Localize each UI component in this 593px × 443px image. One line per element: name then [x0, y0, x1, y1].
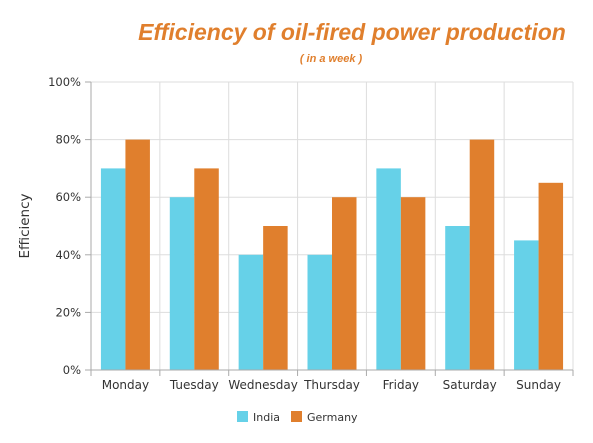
chart-title: Efficiency of oil-fired power production [138, 19, 566, 45]
y-axis-label: Efficiency [17, 193, 33, 258]
x-tick-label-monday: Monday [102, 378, 149, 392]
bar-germany-tuesday[interactable] [194, 168, 219, 370]
bar-germany-sunday[interactable] [538, 182, 564, 370]
chart-subtitle: ( in a week ) [300, 53, 363, 65]
x-tick-label-wednesday: Wednesday [228, 378, 297, 392]
bar-india-sunday[interactable] [514, 240, 539, 370]
y-tick-label: 100% [48, 75, 81, 89]
x-tick-label-friday: Friday [383, 378, 419, 392]
bar-india-tuesday[interactable] [169, 197, 195, 370]
x-tick-label-tuesday: Tuesday [169, 378, 219, 392]
y-tick-label: 80% [55, 133, 81, 147]
bar-germany-saturday[interactable] [469, 139, 495, 370]
y-tick-label: 40% [55, 248, 81, 262]
bar-germany-thursday[interactable] [332, 197, 357, 370]
bar-india-monday[interactable] [100, 168, 126, 370]
bar-india-saturday[interactable] [445, 226, 470, 370]
legend-item-germany[interactable]: Germany [291, 411, 358, 424]
legend[interactable]: India Germany [237, 411, 358, 424]
y-tick-labels: 0% 20% 40% 60% 80% 100% [48, 75, 81, 377]
bar-india-friday[interactable] [376, 168, 401, 370]
legend-label-germany: Germany [307, 411, 358, 424]
bars [100, 139, 564, 370]
bar-india-thursday[interactable] [307, 254, 333, 370]
x-tick-labels: Monday Tuesday Wednesday Thursday Friday Satu… [102, 378, 561, 392]
bar-india-wednesday[interactable] [238, 254, 264, 370]
legend-swatch-germany [291, 411, 302, 422]
bar-germany-wednesday[interactable] [263, 226, 288, 370]
x-tick-label-thursday: Thursday [303, 378, 360, 392]
y-tick-label: 20% [55, 305, 81, 319]
y-tick-label: 60% [55, 190, 81, 204]
y-tick-label: 0% [63, 363, 81, 377]
legend-item-india[interactable]: India [237, 411, 280, 424]
x-tick-label-sunday: Sunday [516, 378, 561, 392]
axes [85, 81, 574, 376]
legend-swatch-india [237, 411, 248, 422]
legend-label-india: India [253, 411, 280, 424]
bar-germany-monday[interactable] [125, 139, 150, 370]
bar-germany-friday[interactable] [400, 197, 426, 370]
x-tick-label-saturday: Saturday [443, 378, 497, 392]
